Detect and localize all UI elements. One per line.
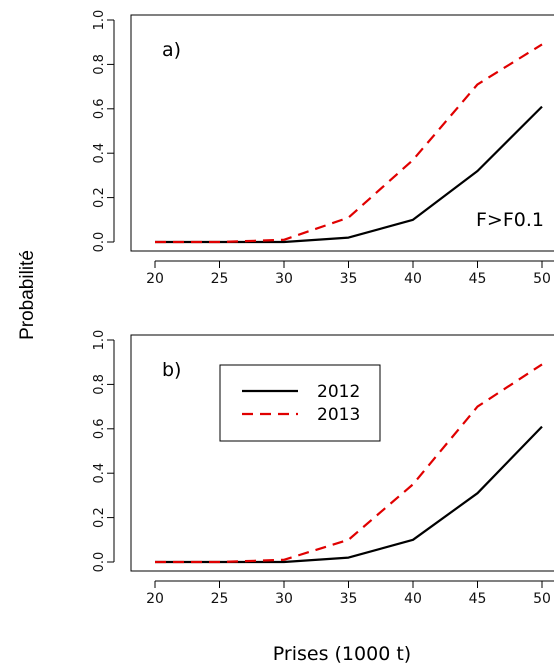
y-tick-label: 1.0 [92, 10, 107, 31]
legend-label: 2013 [317, 405, 360, 425]
x-tick-label: 50 [533, 271, 551, 287]
y-tick-label: 0.0 [92, 232, 107, 253]
y-tick-label: 0.6 [92, 418, 107, 439]
plot-frame [130, 334, 554, 572]
y-tick-label: 0.2 [92, 507, 107, 528]
y-tick-label: 0.2 [92, 187, 107, 208]
x-tick-label: 25 [211, 271, 229, 287]
x-tick-label: 20 [146, 271, 164, 287]
x-tick-label: 45 [469, 591, 487, 607]
y-tick-label: 1.0 [92, 330, 107, 351]
x-tick-label: 40 [404, 591, 422, 607]
legend-label: 2012 [317, 382, 360, 402]
y-tick-label: 0.4 [92, 143, 107, 164]
y-tick-label: 0.8 [92, 374, 107, 395]
series-line-2013 [155, 43, 543, 244]
x-tick-label: 40 [404, 271, 422, 287]
annotation-label: F>F0.1 [476, 209, 544, 231]
panel-b: 20 25 30 35 40 45 500.00.20.40.60.81.0b)201220… [92, 330, 554, 607]
y-axis-label: Probabilité [17, 250, 38, 340]
x-tick-label: 30 [275, 271, 293, 287]
legend: 2012 2013 [219, 364, 381, 442]
x-tick-label: 35 [340, 591, 358, 607]
y-tick-label: 0.6 [92, 98, 107, 119]
y-tick-label: 0.4 [92, 463, 107, 484]
series-line-2012 [155, 425, 543, 564]
x-tick-label: 50 [533, 591, 551, 607]
series-line-2013 [155, 363, 543, 564]
panel-label: b) [162, 359, 181, 381]
y-tick-label: 0.0 [92, 552, 107, 573]
legend-box [219, 364, 381, 442]
plot-frame [130, 14, 554, 252]
x-tick-label: 45 [469, 271, 487, 287]
x-tick-label: 35 [340, 271, 358, 287]
x-axis-label: Prises (1000 t) [273, 643, 411, 665]
x-tick-label: 20 [146, 591, 164, 607]
y-tick-label: 0.8 [92, 54, 107, 75]
x-tick-label: 30 [275, 591, 293, 607]
panel-label: a) [162, 39, 181, 61]
panel-a: 20 25 30 35 40 45 50 0.0 0.2 0.4 0.6 0.8 1.0 a) F>F0.1 [92, 10, 554, 287]
x-tick-label: 25 [211, 591, 229, 607]
